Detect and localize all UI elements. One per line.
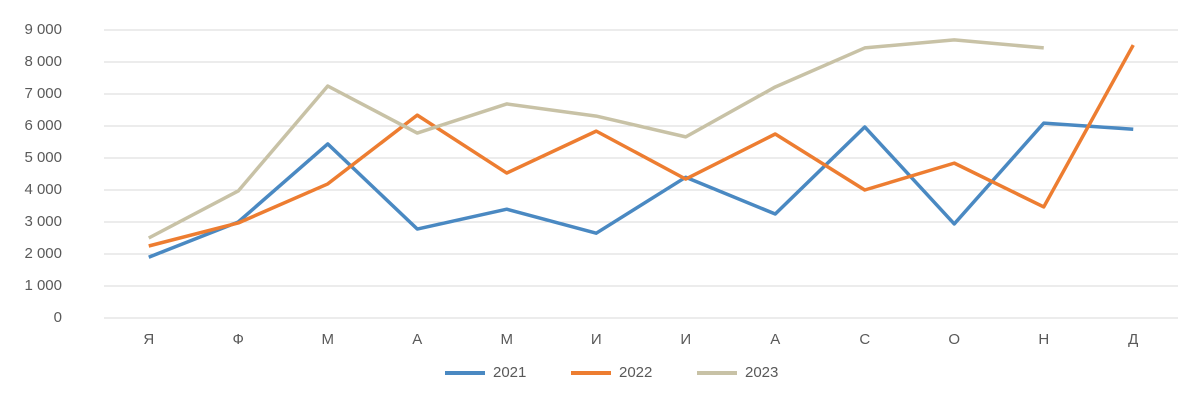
y-tick-label: 8 000 [24,53,62,70]
x-tick-label: Я [143,331,154,348]
x-tick-label: М [501,331,514,348]
x-tick-label: И [591,331,602,348]
legend-label: 2023 [745,364,778,381]
y-tick-label: 9 000 [24,21,62,38]
x-tick-label: А [412,331,422,348]
y-tick-label: 3 000 [24,213,62,230]
x-tick-label: Д [1128,331,1138,348]
series-line [148,121,1134,259]
x-tick-label: А [770,331,780,348]
x-tick-label: Ф [233,331,244,348]
y-tick-label: 7 000 [24,85,62,102]
x-tick-label: О [948,331,960,348]
x-tick-label: Н [1038,331,1049,348]
y-tick-label: 5 000 [24,149,62,166]
legend-label: 2022 [619,364,652,381]
series-line [148,44,1135,248]
y-tick-label: 4 000 [24,181,62,198]
y-tick-label: 6 000 [24,117,62,134]
y-tick-label: 0 [54,309,62,326]
legend-label: 2021 [493,364,526,381]
x-tick-label: И [680,331,691,348]
y-tick-label: 2 000 [24,245,62,262]
x-tick-label: С [859,331,870,348]
series-line [147,38,1044,240]
x-tick-label: М [322,331,335,348]
y-tick-label: 1 000 [24,277,62,294]
